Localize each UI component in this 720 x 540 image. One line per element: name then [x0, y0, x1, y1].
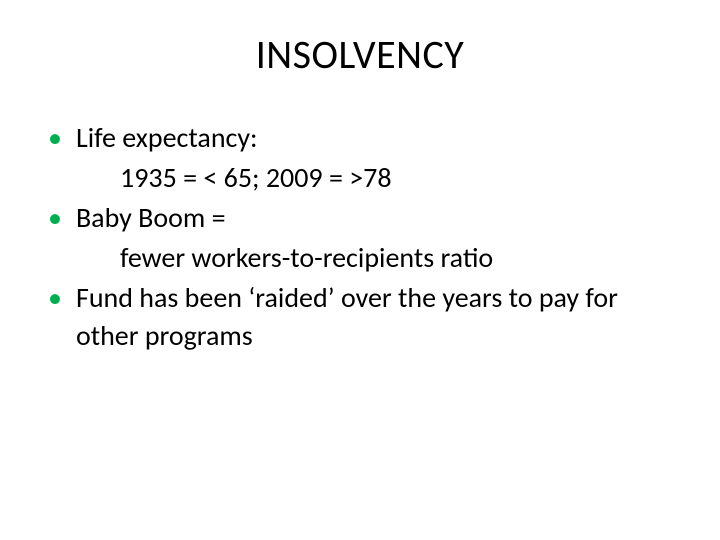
bullet-text: Life expectancy:: [76, 119, 258, 157]
bullet-marker-icon: •: [48, 279, 62, 317]
bullet-marker-icon: •: [48, 119, 62, 157]
slide-title: INSOLVENCY: [40, 30, 680, 79]
bullet-item: • Fund has been ‘raided’ over the years …: [48, 279, 680, 355]
slide-container: INSOLVENCY • Life expectancy: 1935 = < 6…: [0, 0, 720, 540]
bullet-text: Fund has been ‘raided’ over the years to…: [76, 279, 680, 355]
bullet-subtext: fewer workers-to-recipients ratio: [120, 239, 680, 277]
bullet-marker-icon: •: [48, 199, 62, 237]
bullet-item: • Life expectancy:: [48, 119, 680, 157]
slide-content: • Life expectancy: 1935 = < 65; 2009 = >…: [48, 119, 680, 355]
bullet-item: • Baby Boom =: [48, 199, 680, 237]
bullet-subtext: 1935 = < 65; 2009 = >78: [120, 159, 680, 197]
bullet-text: Baby Boom =: [76, 199, 226, 237]
